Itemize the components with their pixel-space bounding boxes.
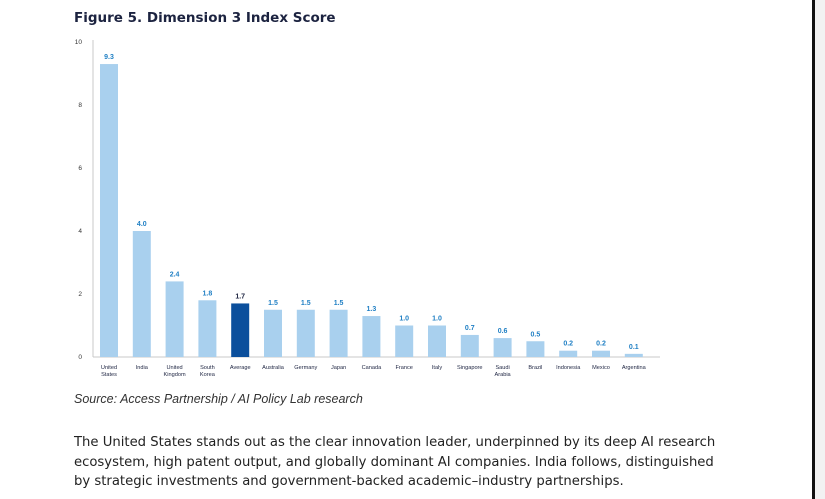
bar-value-label: 0.6 — [498, 328, 508, 335]
x-tick-label: States — [101, 372, 117, 378]
bar-value-label: 0.5 — [531, 331, 541, 338]
bar-value-label: 0.2 — [596, 341, 606, 348]
bar — [264, 309, 282, 357]
x-tick-label: Singapore — [457, 365, 483, 371]
bar-value-label: 1.5 — [301, 300, 311, 307]
x-tick-label: Arabia — [495, 372, 512, 378]
x-tick-label: Japan — [331, 365, 346, 371]
bar — [624, 353, 643, 357]
bar — [526, 341, 545, 357]
x-tick-label: United — [101, 365, 117, 371]
x-tick-label: Germany — [294, 365, 317, 371]
bar — [329, 309, 348, 357]
bar-value-label: 0.1 — [629, 344, 639, 351]
bar — [231, 303, 250, 357]
bar-value-label: 1.8 — [203, 290, 213, 297]
x-tick-label: Mexico — [592, 365, 610, 371]
bar-value-label: 1.0 — [432, 316, 442, 323]
figure-source: Source: Access Partnership / AI Policy L… — [74, 392, 363, 406]
bar — [362, 316, 381, 357]
bar — [460, 334, 479, 357]
x-tick-label: India — [136, 365, 149, 371]
bar-value-label: 0.7 — [465, 325, 475, 332]
bar — [100, 64, 118, 358]
figure-title: Figure 5. Dimension 3 Index Score — [74, 10, 336, 26]
bar-value-label: 1.7 — [235, 293, 245, 300]
bar — [198, 300, 217, 357]
x-tick-label: Argentina — [622, 365, 647, 371]
bar — [493, 338, 512, 357]
x-tick-label: Korea — [200, 372, 216, 378]
bar-value-label: 1.5 — [268, 300, 278, 307]
bar — [559, 350, 578, 357]
bar-value-label: 1.0 — [399, 316, 409, 323]
bar-value-label: 9.3 — [104, 54, 114, 61]
bar-value-label: 4.0 — [137, 221, 147, 228]
scrollbar-gutter[interactable] — [815, 0, 825, 499]
bar-value-label: 2.4 — [170, 271, 180, 278]
y-tick-label: 4 — [78, 228, 82, 235]
x-tick-label: Canada — [362, 365, 382, 371]
x-tick-label: France — [395, 365, 412, 371]
y-tick-label: 10 — [75, 39, 83, 46]
bar — [592, 350, 610, 357]
bar-value-label: 1.5 — [334, 300, 344, 307]
bar-value-label: 0.2 — [563, 341, 573, 348]
bar — [165, 281, 184, 357]
x-tick-label: Kingdom — [164, 372, 186, 378]
x-tick-label: Italy — [432, 365, 442, 371]
x-tick-label: Average — [230, 365, 251, 371]
x-tick-label: Saudi — [495, 365, 509, 371]
y-tick-label: 8 — [78, 102, 82, 109]
bar — [428, 325, 446, 357]
bar-value-label: 1.3 — [367, 306, 377, 313]
window-edge — [812, 0, 815, 499]
y-tick-label: 0 — [78, 354, 82, 361]
x-tick-label: Australia — [262, 365, 285, 371]
x-tick-label: South — [200, 365, 215, 371]
x-tick-label: United — [167, 365, 183, 371]
bar — [296, 309, 315, 357]
bar — [132, 231, 151, 357]
y-tick-label: 2 — [78, 291, 82, 298]
x-tick-label: Brazil — [528, 365, 542, 371]
x-tick-label: Indonesia — [556, 365, 581, 371]
body-paragraph: The United States stands out as the clea… — [74, 435, 716, 489]
bar — [395, 325, 414, 357]
y-tick-label: 6 — [78, 165, 82, 172]
